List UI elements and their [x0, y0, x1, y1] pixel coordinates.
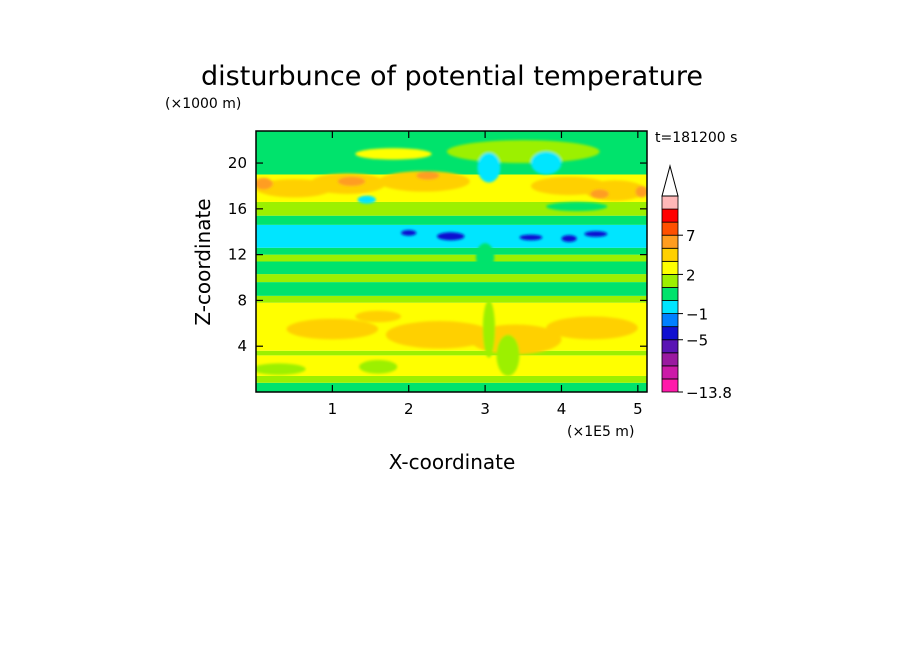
colorbar-label: −13.8	[686, 384, 732, 402]
colorbar-segment	[661, 221, 679, 236]
field-anomaly-23	[530, 151, 562, 175]
colorbar-segment	[661, 273, 679, 288]
field-anomaly-8	[482, 300, 496, 358]
colorbar-segment	[661, 300, 679, 314]
field-band-9	[256, 254, 647, 262]
chart-title: disturbunce of potential temperature	[201, 61, 703, 92]
field-anomaly-21	[355, 148, 432, 160]
field-anomaly-3	[546, 316, 638, 340]
colorbar-segment	[661, 208, 679, 223]
y-tick-label: 8	[237, 291, 247, 309]
field-anomalies	[256, 140, 647, 376]
colorbar-segment	[661, 365, 679, 380]
field-anomaly-30	[584, 231, 608, 237]
field-anomaly-20	[446, 140, 600, 164]
colorbar-segment	[661, 234, 679, 249]
field-anomaly-6	[359, 359, 398, 374]
x-tick-label: 1	[328, 400, 338, 418]
field-anomaly-5	[256, 363, 306, 375]
colorbar-extend-arrow	[661, 164, 679, 197]
field-anomaly-28	[519, 234, 543, 241]
field-anomaly-18	[590, 189, 609, 199]
colorbar-label: −5	[686, 332, 708, 350]
colorbar-label: 7	[686, 227, 696, 245]
field-anomaly-19	[635, 185, 647, 198]
colorbar-segment	[661, 378, 679, 393]
plot-frame	[255, 130, 648, 393]
field-anomaly-17	[416, 171, 440, 180]
x-tick-label: 4	[557, 400, 567, 418]
field-anomaly-22	[477, 152, 501, 183]
y-tick-label: 4	[237, 337, 247, 355]
y-tick-label: 12	[228, 246, 247, 264]
field-anomaly-29	[561, 235, 577, 243]
colorbar-segment	[661, 339, 679, 354]
x-tick-label: 2	[404, 400, 414, 418]
field-band-8	[256, 261, 647, 275]
colorbar-segment	[661, 287, 679, 301]
field-band-1	[256, 375, 647, 383]
x-scale-label: (×1E5 m)	[567, 424, 634, 440]
x-axis-label: X-coordinate	[389, 450, 516, 474]
y-axis-ticks: 4 8 12 16 20	[228, 154, 647, 355]
colorbar-segment	[661, 352, 679, 367]
y-scale-label: (×1000 m)	[165, 96, 241, 112]
y-tick-label: 20	[228, 154, 247, 172]
field-band-2	[256, 355, 647, 376]
field-anomaly-1	[385, 321, 493, 349]
field-anomaly-9	[475, 243, 495, 271]
colorbar: 7 2 −1 −5 −13.8	[661, 164, 732, 402]
field-anomaly-12	[378, 171, 470, 192]
y-axis-label: Z-coordinate	[191, 198, 215, 325]
field-anomaly-7	[496, 334, 520, 376]
x-tick-label: 3	[480, 400, 490, 418]
field-band-3	[256, 350, 647, 356]
time-label: t=181200 s	[655, 130, 737, 146]
field-anomaly-25	[546, 201, 608, 212]
colorbar-segment	[661, 313, 679, 328]
colorbar-label: −1	[686, 306, 708, 324]
y-tick-label: 16	[228, 200, 247, 218]
colorbar-segment	[661, 260, 679, 275]
colorbar-segment	[661, 326, 679, 341]
field-anomaly-24	[357, 195, 376, 204]
field-anomaly-0	[286, 318, 379, 340]
x-axis-ticks: 1 2 3 4 5	[328, 131, 643, 418]
colorbar-segment	[661, 195, 679, 210]
field-anomaly-27	[401, 230, 417, 236]
colorbar-label: 2	[686, 266, 696, 284]
field-anomaly-26	[436, 232, 465, 241]
field-anomaly-15	[256, 177, 273, 190]
field-band-0	[256, 382, 647, 392]
field-band-5	[256, 295, 647, 303]
field-band-6	[256, 282, 647, 296]
field-band-10	[256, 247, 647, 255]
field-band-7	[256, 274, 647, 283]
field-anomaly-16	[337, 176, 366, 186]
contour-field	[256, 131, 647, 392]
x-tick-label: 5	[633, 400, 643, 418]
field-anomaly-4	[355, 310, 402, 323]
colorbar-segment	[661, 247, 679, 262]
field-band-12	[256, 215, 647, 225]
